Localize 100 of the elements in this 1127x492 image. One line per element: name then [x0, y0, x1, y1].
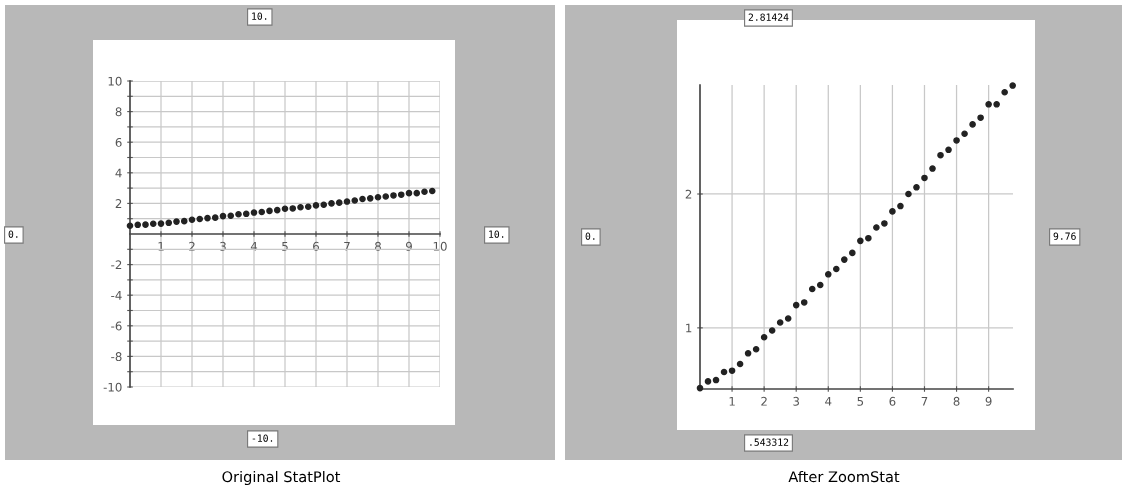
text: 0.	[8, 230, 18, 238]
point	[428, 187, 436, 195]
point	[873, 224, 880, 231]
point	[969, 121, 976, 128]
y-tick-label: 8	[115, 107, 122, 117]
x-tick-label: 2	[761, 396, 767, 406]
point	[235, 210, 242, 218]
point	[382, 193, 390, 200]
point	[359, 195, 366, 203]
point	[696, 384, 704, 392]
point	[227, 212, 235, 220]
point	[728, 367, 736, 374]
point	[343, 198, 351, 205]
point	[953, 137, 960, 144]
y-tick-label: -10	[103, 382, 122, 392]
point	[833, 265, 840, 273]
point	[784, 315, 792, 322]
point	[865, 234, 872, 242]
point	[351, 197, 359, 204]
point	[180, 217, 188, 225]
x-tick-label: 4	[250, 242, 258, 251]
point	[312, 202, 320, 209]
x-tick-label: 7	[921, 397, 928, 406]
point	[921, 174, 928, 182]
point	[752, 345, 760, 353]
point	[961, 130, 968, 138]
point	[1009, 82, 1016, 89]
y-tick-label: -2	[111, 260, 122, 270]
point	[800, 299, 808, 306]
y-tick-label: 10	[108, 76, 122, 86]
point	[881, 220, 888, 227]
x-tick-label: 9	[985, 396, 992, 406]
point	[204, 214, 211, 222]
point	[188, 216, 196, 224]
x-tick-label: 10	[433, 241, 447, 251]
point	[1001, 88, 1008, 96]
point	[897, 202, 904, 210]
x-tick-label: 3	[793, 396, 800, 406]
point	[993, 101, 1000, 108]
y-tick-label: -6	[111, 321, 122, 331]
point	[849, 249, 856, 257]
point	[421, 188, 428, 196]
point	[937, 151, 944, 159]
point	[242, 210, 250, 218]
point	[841, 256, 848, 263]
point	[397, 191, 405, 198]
point	[273, 206, 281, 214]
point	[792, 301, 800, 309]
point	[913, 184, 920, 191]
text: 2.81424	[748, 13, 789, 21]
point	[413, 189, 421, 197]
point	[744, 350, 752, 357]
point	[760, 333, 768, 341]
point	[149, 220, 157, 228]
point	[929, 165, 936, 172]
point	[157, 220, 165, 227]
point	[768, 327, 776, 334]
point	[281, 205, 289, 213]
x-tick-label: 8	[953, 396, 960, 406]
y-tick-label: -4	[111, 291, 122, 300]
y-tick-label: -8	[111, 352, 122, 362]
text: .543312	[750, 438, 789, 446]
point	[857, 237, 864, 245]
y-tick-label: 6	[115, 137, 122, 147]
point	[196, 215, 204, 223]
text: 9.76	[1053, 232, 1076, 240]
point	[405, 189, 413, 197]
point	[736, 360, 744, 368]
point	[704, 378, 712, 385]
point	[258, 208, 266, 216]
point	[250, 209, 258, 216]
point	[142, 221, 149, 228]
point	[126, 222, 134, 230]
text: -10.	[252, 434, 273, 442]
point	[712, 376, 720, 384]
point	[219, 212, 227, 220]
point	[297, 203, 304, 211]
text: Original StatPlot	[222, 470, 341, 486]
x-tick-label: 1	[729, 397, 735, 406]
point	[945, 146, 952, 154]
point	[824, 271, 832, 278]
y-tick-label: 4	[115, 168, 122, 178]
point	[134, 221, 142, 229]
point	[390, 192, 397, 199]
text: 10.	[252, 12, 267, 20]
text: 0.	[585, 232, 595, 240]
point	[335, 199, 343, 206]
point	[720, 368, 728, 376]
x-tick-label: 6	[889, 396, 896, 406]
point	[266, 207, 273, 215]
y-tick-label: 2	[115, 199, 122, 208]
point	[328, 200, 335, 207]
point	[985, 101, 992, 108]
point	[776, 319, 784, 326]
point	[816, 281, 824, 289]
point	[304, 203, 312, 211]
text: 10.	[489, 230, 504, 238]
point	[905, 190, 912, 198]
x-tick-label: 4	[825, 397, 832, 406]
point	[320, 201, 328, 209]
